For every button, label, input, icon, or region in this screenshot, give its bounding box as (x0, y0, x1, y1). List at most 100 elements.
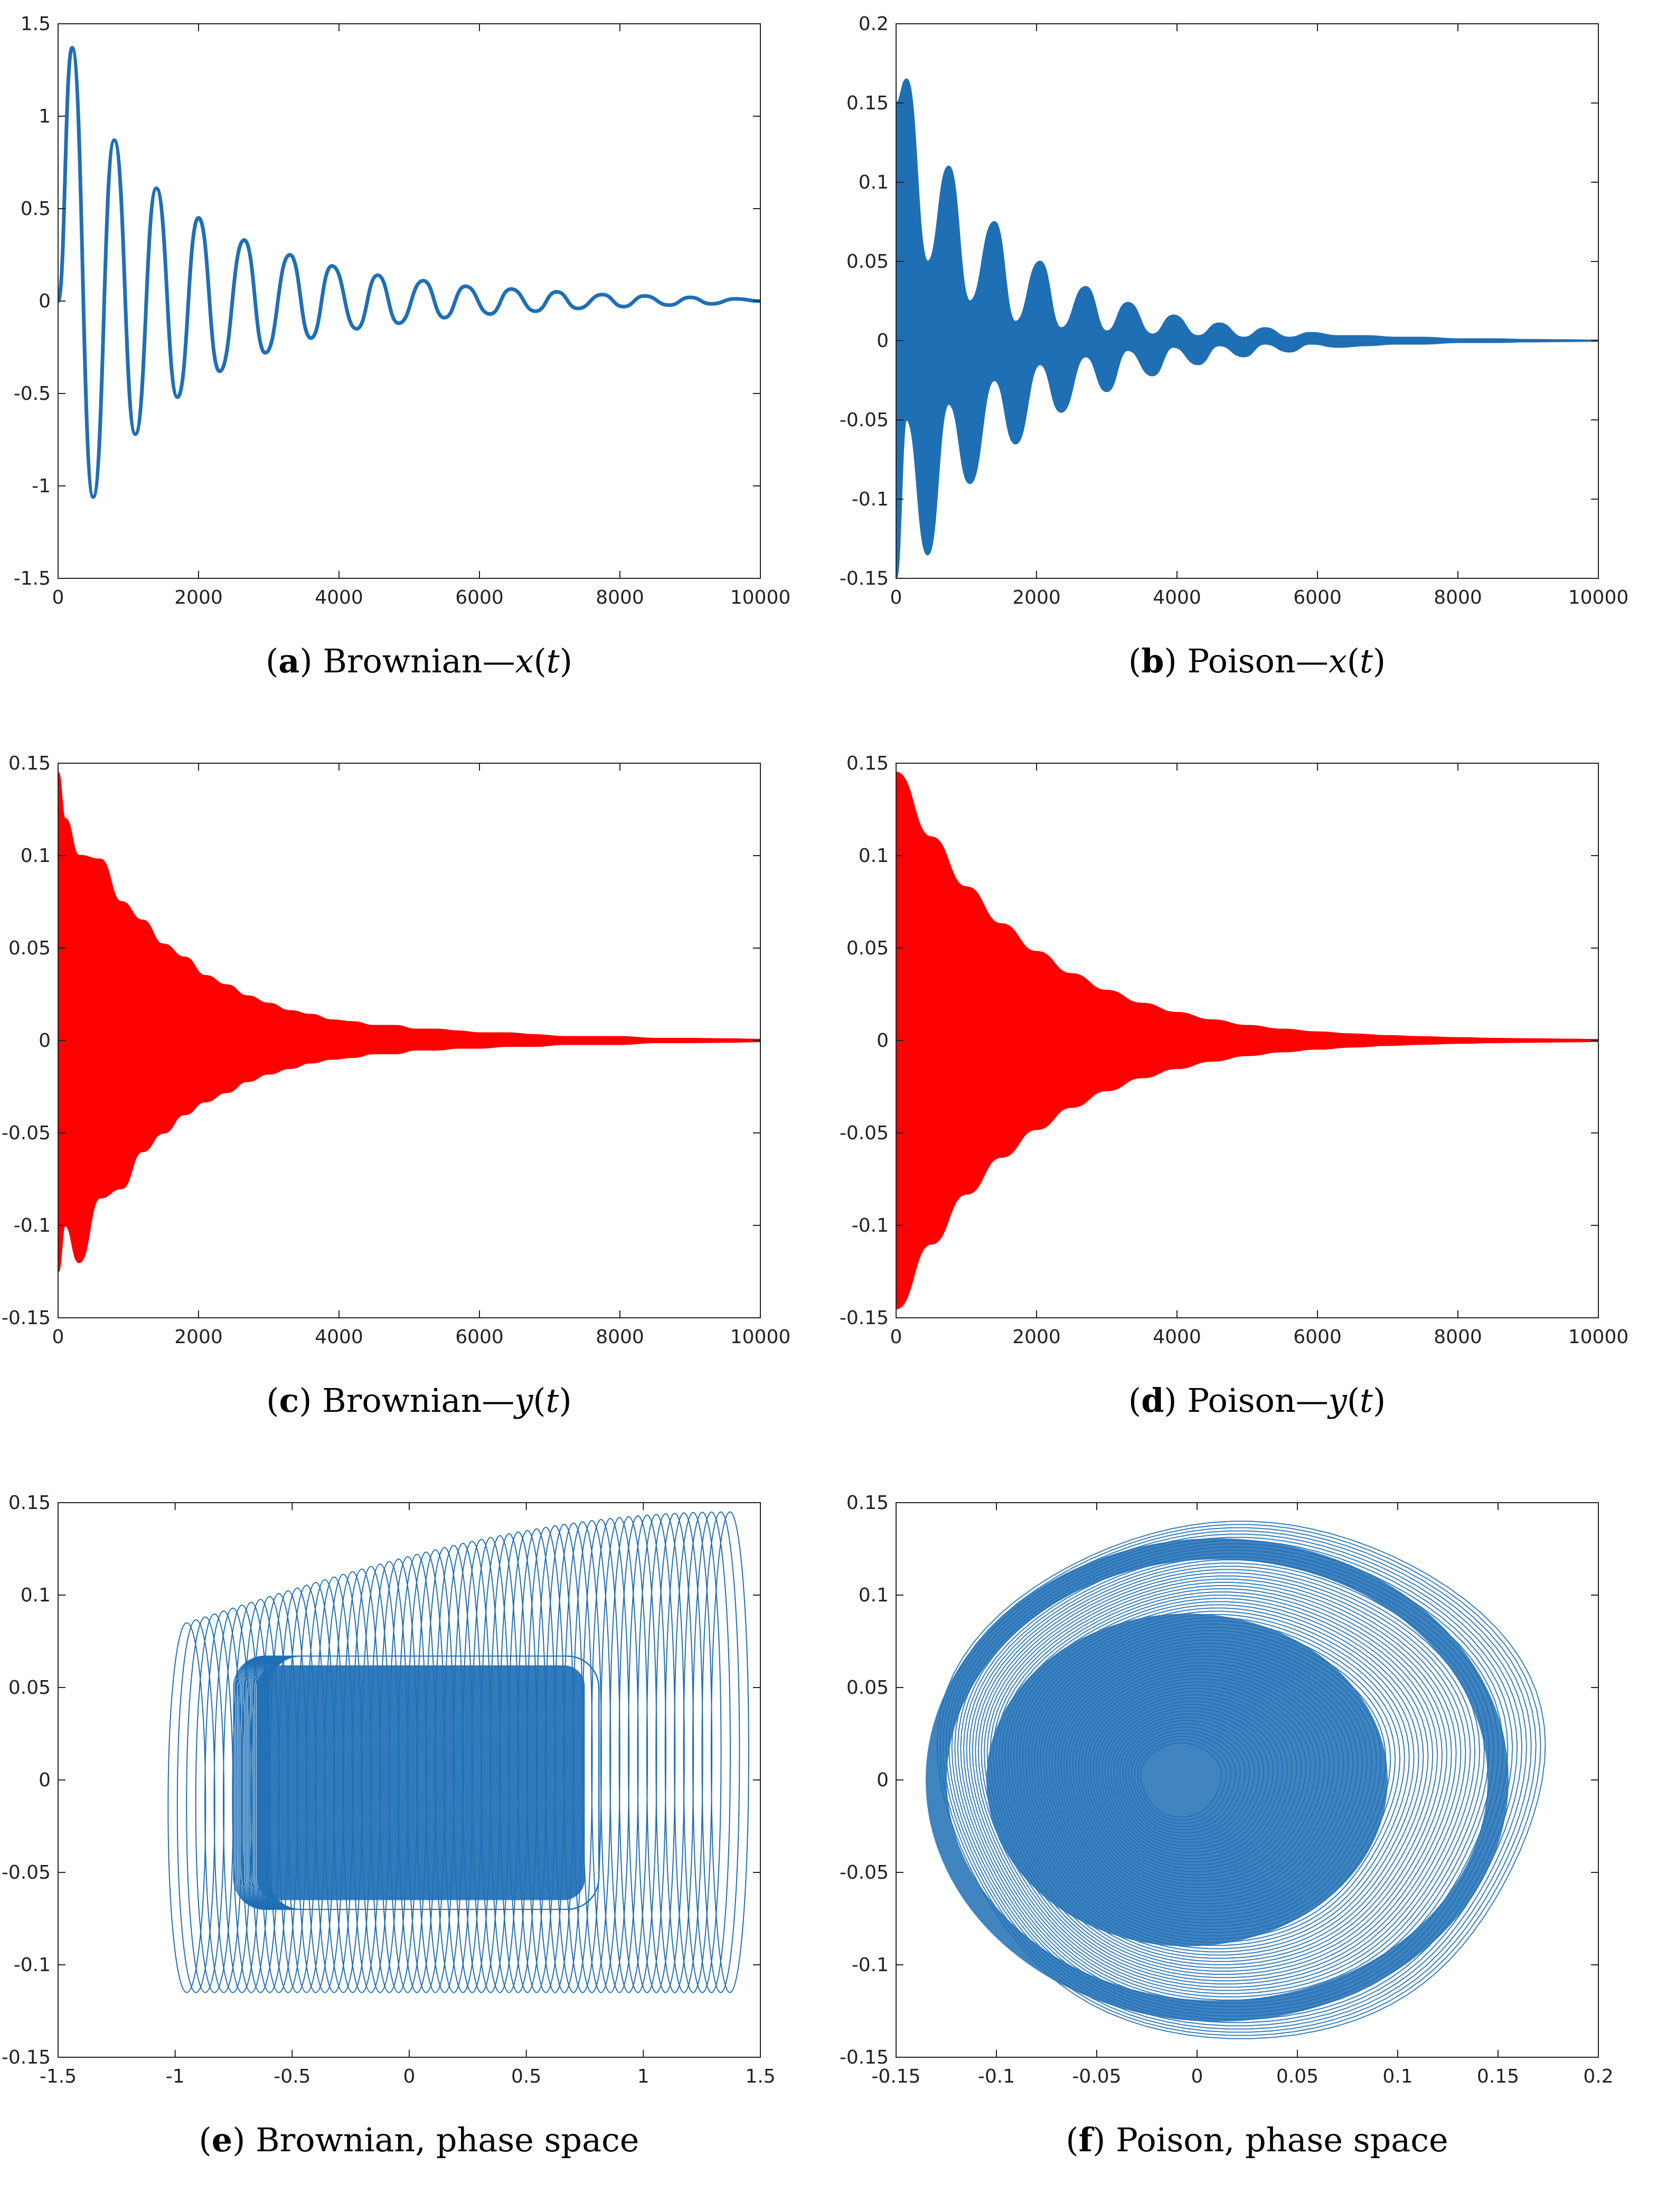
plot-area (896, 78, 1598, 578)
phase-orbit (692, 1511, 731, 1993)
x-tick-label: 6000 (1293, 1326, 1342, 1348)
x-tick-label: 8000 (1434, 587, 1482, 608)
y-tick-label: 0.15 (846, 92, 889, 114)
y-tick-label: 0.05 (846, 251, 889, 273)
y-tick-label: 0.05 (8, 1677, 51, 1699)
y-tick-label: -0.05 (2, 1862, 51, 1883)
x-tick-label: 10000 (1568, 1326, 1629, 1348)
x-tick-label: 6000 (455, 587, 504, 608)
caption-f: (f) Poison, phase space (1066, 2121, 1448, 2159)
phase-orbit (977, 1566, 1481, 1994)
y-tick-label: 0.1 (21, 845, 51, 867)
x-tick-label: 6000 (1293, 587, 1342, 608)
phase-orbit (954, 1540, 1518, 2020)
y-tick-label: 0.15 (846, 1492, 889, 1514)
y-tick-label: 1.5 (21, 13, 51, 35)
plot-area (58, 46, 760, 499)
x-tick-label: 10000 (730, 587, 791, 608)
x-tick-label: -0.1 (978, 2066, 1015, 2087)
x-tick-label: 2000 (174, 1326, 223, 1348)
x-tick-label: 0 (403, 2066, 416, 2087)
series-envelope (58, 771, 760, 1273)
phase-orbit (683, 1512, 722, 1993)
x-tick-label: 0 (52, 1326, 64, 1348)
y-tick-label: -0.1 (852, 489, 889, 510)
phase-orbit (618, 1515, 657, 1993)
caption-e: (e) Brownian, phase space (199, 2121, 639, 2159)
x-tick-label: 4000 (1153, 587, 1201, 608)
y-tick-label: 0.1 (859, 1585, 889, 1606)
y-tick-label: -0.1 (852, 1954, 889, 1976)
y-tick-label: 0 (39, 1769, 51, 1791)
phase-orbit (975, 1562, 1485, 1998)
phase-orbit (600, 1517, 639, 1993)
y-tick-label: -1.5 (14, 568, 51, 589)
x-tick-label: -0.15 (871, 2066, 920, 2087)
axes-frame (896, 23, 1599, 579)
x-tick-label: -0.05 (1072, 2066, 1121, 2087)
x-tick-label: 0 (52, 587, 64, 608)
plot-area (167, 1511, 749, 1993)
phase-orbit (945, 1530, 1532, 2030)
chart-a: 0 2000 4000 6000 8000 10000 -1.5 -1 -0.5 0 0.5 1 1.5 (14, 13, 791, 608)
x-tick-label: 4000 (315, 587, 363, 608)
x-tick-label: 0.2 (1583, 2066, 1613, 2087)
y-tick-label: 0 (877, 1030, 889, 1052)
phase-orbit (710, 1511, 749, 1993)
series-line (58, 46, 760, 499)
plot-area (926, 1521, 1546, 2039)
y-tick-label: -0.05 (2, 1122, 51, 1144)
x-tick-label: 0 (890, 587, 902, 608)
plot-area (58, 771, 760, 1273)
x-tick-label: 0 (890, 1326, 902, 1348)
x-tick-label: 8000 (1434, 1326, 1482, 1348)
y-tick-label: 0.15 (8, 753, 51, 774)
phase-orbit (637, 1514, 676, 1993)
y-tick-label: 0.15 (846, 753, 889, 774)
phase-orbit (609, 1516, 648, 1993)
x-tick-label: 0.05 (1276, 2066, 1319, 2087)
phase-orbit (628, 1514, 666, 1993)
phase-orbit (951, 1536, 1523, 2023)
phase-orbit (176, 1619, 215, 1993)
phase-core (986, 1614, 1388, 1946)
y-tick-label: 0.05 (846, 938, 889, 959)
y-tick-label: 0.05 (846, 1677, 889, 1699)
x-tick-label: 4000 (315, 1326, 363, 1348)
y-tick-label: -0.15 (2, 2047, 51, 2068)
chart-e: -1.5 -1 -0.5 0 0.5 1 1.5 -0.15 -0.1 -0.05 0 0.05 0.1… (2, 1492, 776, 2087)
x-tick-label: 6000 (455, 1326, 504, 1348)
y-tick-label: -0.1 (852, 1215, 889, 1236)
y-tick-label: 0 (39, 1030, 51, 1052)
x-tick-label: -1.5 (40, 2066, 77, 2087)
phase-orbit (948, 1533, 1528, 2027)
y-tick-label: -0.05 (840, 409, 889, 431)
x-tick-label: 0.15 (1477, 2066, 1519, 2087)
y-tick-label: -0.1 (14, 1215, 51, 1236)
x-tick-label: 2000 (1012, 1326, 1061, 1348)
y-tick-label: 0.05 (8, 938, 51, 959)
x-tick-label: 10000 (1568, 587, 1629, 608)
phase-orbit (646, 1513, 685, 1993)
caption-c: (c) Brownian—y(t) (266, 1381, 572, 1420)
chart-panel-d: 0 2000 4000 6000 8000 10000 -0.15 -0.1 -0.05 0 0.0… (838, 739, 1676, 1468)
y-tick-label: 0 (877, 330, 889, 352)
x-tick-label: 8000 (596, 587, 644, 608)
phase-orbit (957, 1543, 1513, 2017)
chart-panel-c: 0 2000 4000 6000 8000 10000 -0.15 -0.1 -0.05 0 0.0… (0, 739, 838, 1468)
y-tick-label: 0 (877, 1769, 889, 1791)
x-tick-label: 2000 (174, 587, 223, 608)
chart-d: 0 2000 4000 6000 8000 10000 -0.15 -0.1 -0.05 0 0.0… (840, 753, 1629, 1348)
y-tick-label: 1 (39, 106, 51, 127)
y-tick-label: -0.5 (14, 383, 51, 405)
caption-b: (b) Poison—x(t) (1128, 642, 1386, 680)
x-tick-label: 0 (1191, 2066, 1203, 2087)
phase-orbit (664, 1512, 703, 1993)
phase-ring (926, 1538, 1509, 2022)
y-tick-label: -0.15 (840, 1307, 889, 1329)
y-tick-label: 0.1 (859, 845, 889, 867)
x-tick-label: 8000 (596, 1326, 644, 1348)
chart-c: 0 2000 4000 6000 8000 10000 -0.15 -0.1 -0.05 0 0.0… (2, 753, 790, 1348)
x-tick-label: 0.5 (511, 2066, 541, 2087)
y-tick-label: 0.2 (859, 13, 889, 35)
